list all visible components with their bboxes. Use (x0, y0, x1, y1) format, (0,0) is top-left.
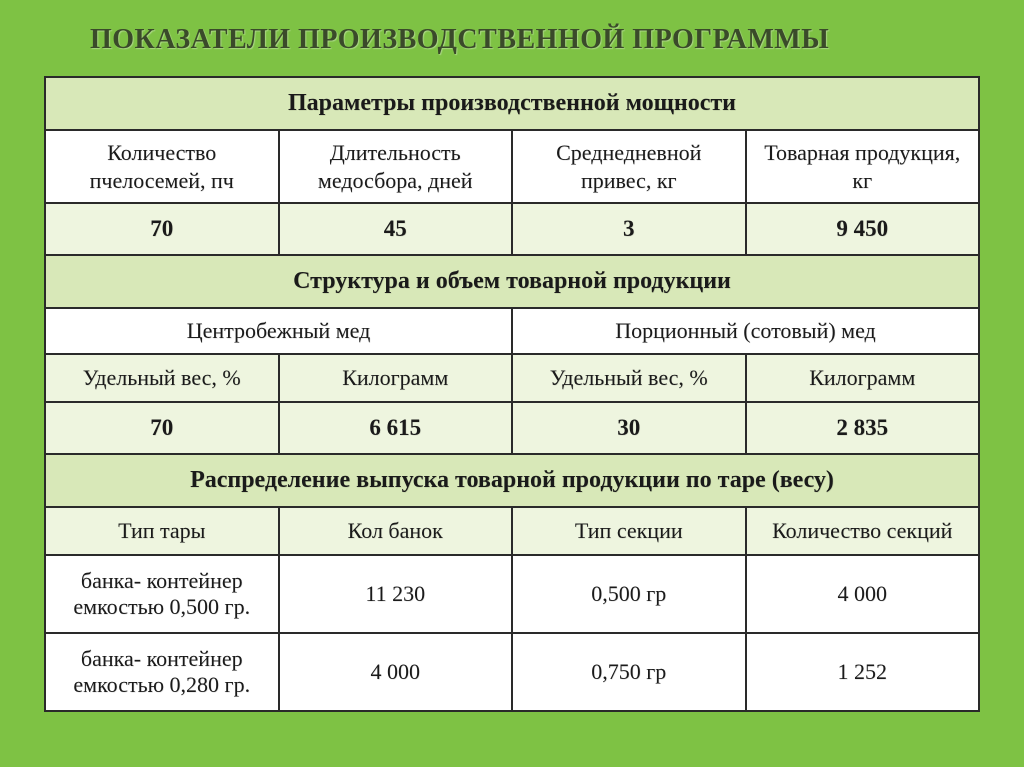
s2-col1: Удельный вес, % (45, 354, 279, 402)
s1-val1: 70 (45, 203, 279, 255)
s2-col4: Килограмм (746, 354, 980, 402)
s2-val3: 30 (512, 402, 746, 454)
s2-col3: Удельный вес, % (512, 354, 746, 402)
s3-r2c3: 0,750 гр (512, 633, 746, 711)
s3-col1: Тип тары (45, 507, 279, 555)
s3-r1c2: 11 230 (279, 555, 513, 633)
s2-col2: Килограмм (279, 354, 513, 402)
s1-col2: Длительность медосбора, дней (279, 130, 513, 203)
s3-col3: Тип секции (512, 507, 746, 555)
s3-r2c4: 1 252 (746, 633, 980, 711)
s3-col4: Количество секций (746, 507, 980, 555)
s3-r2c2: 4 000 (279, 633, 513, 711)
s3-r1c3: 0,500 гр (512, 555, 746, 633)
section2-header: Структура и объем товарной продукции (45, 255, 979, 308)
s3-r1c4: 4 000 (746, 555, 980, 633)
s1-col3: Среднедневной привес, кг (512, 130, 746, 203)
s2-val4: 2 835 (746, 402, 980, 454)
s3-col2: Кол банок (279, 507, 513, 555)
s3-r1c1: банка- контейнер емкостью 0,500 гр. (45, 555, 279, 633)
s1-col4: Товарная продукция, кг (746, 130, 980, 203)
s3-r2c1: банка- контейнер емкостью 0,280 гр. (45, 633, 279, 711)
section1-header: Параметры производственной мощности (45, 77, 979, 130)
production-table: Параметры производственной мощности Коли… (44, 76, 980, 712)
page-title: ПОКАЗАТЕЛИ ПРОИЗВОДСТВЕННОЙ ПРОГРАММЫ (90, 24, 980, 56)
s1-col1: Количество пчелосемей, пч (45, 130, 279, 203)
s1-val3: 3 (512, 203, 746, 255)
s2-group1: Центробежный мед (45, 308, 512, 354)
s2-group2: Порционный (сотовый) мед (512, 308, 979, 354)
s2-val1: 70 (45, 402, 279, 454)
s1-val4: 9 450 (746, 203, 980, 255)
s2-val2: 6 615 (279, 402, 513, 454)
section3-header: Распределение выпуска товарной продукции… (45, 454, 979, 507)
s1-val2: 45 (279, 203, 513, 255)
